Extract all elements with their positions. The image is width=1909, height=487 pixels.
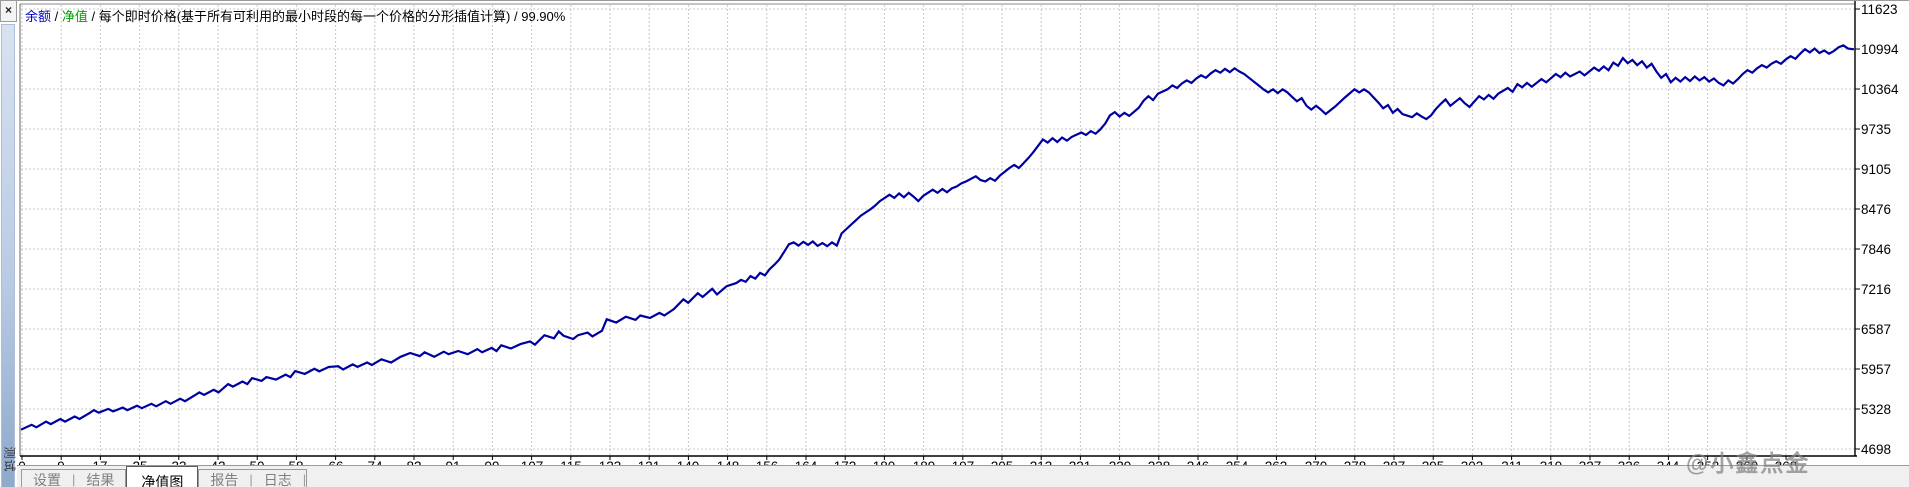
y-axis-label: 10364 <box>1861 82 1899 97</box>
tab-group: 报告 | 日志 | <box>198 469 308 487</box>
tab-report[interactable]: 报告 <box>210 471 239 487</box>
tab-separator: | <box>72 472 76 487</box>
tester-panel-edge: × 测试 <box>0 1 17 487</box>
tab-results[interactable]: 结果 <box>86 471 115 487</box>
y-axis-label: 9735 <box>1861 122 1892 137</box>
tab-group: 设置 | 结果 <box>21 469 127 487</box>
legend-separator: / <box>51 9 62 24</box>
y-axis-label: 4698 <box>1861 442 1892 457</box>
tab-separator: | <box>302 472 307 487</box>
y-axis-label: 7216 <box>1861 282 1892 297</box>
tab-journal[interactable]: 日志 <box>263 471 292 487</box>
tab-graph[interactable]: 净值图 <box>126 466 199 487</box>
panel-grip: 测试 <box>1 24 17 487</box>
equity-legend-label: 净值 <box>61 9 88 24</box>
legend-separator: / <box>510 9 522 24</box>
y-axis-label: 8476 <box>1861 202 1892 217</box>
chart-legend: 余额 / 净值 / 每个即时价格(基于所有可利用的最小时段的每一个价格的分形插值… <box>25 6 565 25</box>
y-axis-label: 10994 <box>1861 42 1899 57</box>
modelling-quality: 99.90% <box>521 9 566 24</box>
y-axis-label: 5957 <box>1861 362 1892 377</box>
y-axis-label: 11623 <box>1861 2 1898 17</box>
tab-separator: | <box>249 472 253 487</box>
y-axis-label: 5328 <box>1861 402 1892 417</box>
watermark: @小鑫点金 <box>1686 450 1811 476</box>
legend-separator: / <box>87 9 99 24</box>
y-axis-label: 9105 <box>1861 162 1892 177</box>
tester-tab-bar: 设置 | 结果 净值图 报告 | 日志 | <box>17 465 1909 487</box>
close-button[interactable]: × <box>0 1 17 22</box>
model-description: 每个即时价格(基于所有可利用的最小时段的每一个价格的分形插值计算) <box>98 9 511 24</box>
balance-legend-label: 余额 <box>25 9 52 24</box>
y-axis-label: 6587 <box>1861 322 1892 337</box>
y-axis-label: 7846 <box>1861 242 1892 257</box>
tab-settings[interactable]: 设置 <box>33 471 61 487</box>
